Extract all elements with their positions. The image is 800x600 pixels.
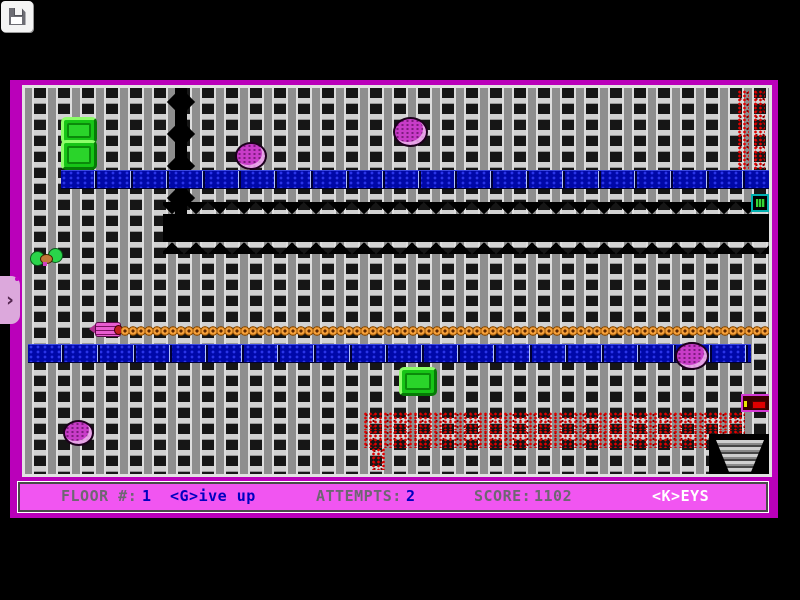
- cannon: [89, 320, 123, 338]
- attempts-value: 2: [406, 487, 416, 505]
- red-box-item: [741, 394, 769, 412]
- floor-value: 1: [142, 487, 152, 505]
- coil-shot: [121, 325, 769, 337]
- score-label: SCORE:: [474, 487, 532, 505]
- red-fence: [363, 430, 745, 448]
- platform-lower: [28, 344, 751, 363]
- dotted-ball: [235, 142, 267, 170]
- girder-link: [166, 88, 196, 117]
- score-value: 1102: [534, 487, 573, 505]
- red-fence: [371, 448, 387, 470]
- floor-label: FLOOR #:: [61, 487, 138, 505]
- save-button[interactable]: [1, 1, 33, 32]
- girder-band: [163, 214, 769, 242]
- creature: [30, 246, 63, 268]
- status-bar: FLOOR #: 1 <G>ive up ATTEMPTS: 2 SCORE: …: [18, 482, 768, 512]
- game-window: FLOOR #: 1 <G>ive up ATTEMPTS: 2 SCORE: …: [10, 80, 778, 518]
- girder-band-bottom: [163, 242, 769, 254]
- red-fence: [363, 412, 745, 430]
- green-block: [61, 117, 97, 144]
- green-block: [61, 140, 97, 170]
- dotted-ball: [393, 117, 428, 147]
- girder-band-top: [163, 202, 769, 214]
- girder-link: [166, 119, 196, 149]
- red-fence: [737, 90, 749, 170]
- dotted-ball: [675, 342, 709, 370]
- keys-hint: <K>EYS: [652, 487, 710, 505]
- game-field[interactable]: [22, 85, 772, 477]
- give-up-hint: <G>ive up: [170, 487, 256, 505]
- sidebar-handle[interactable]: ›: [0, 276, 20, 324]
- red-fence: [753, 90, 765, 170]
- dotted-ball: [63, 420, 94, 446]
- platform-upper: [61, 170, 769, 189]
- attempts-label: ATTEMPTS:: [316, 487, 402, 505]
- green-block: [399, 367, 437, 396]
- chevron-right-icon: ›: [6, 288, 14, 311]
- monitor-item: [751, 194, 769, 212]
- floppy-disk-icon: [8, 8, 26, 25]
